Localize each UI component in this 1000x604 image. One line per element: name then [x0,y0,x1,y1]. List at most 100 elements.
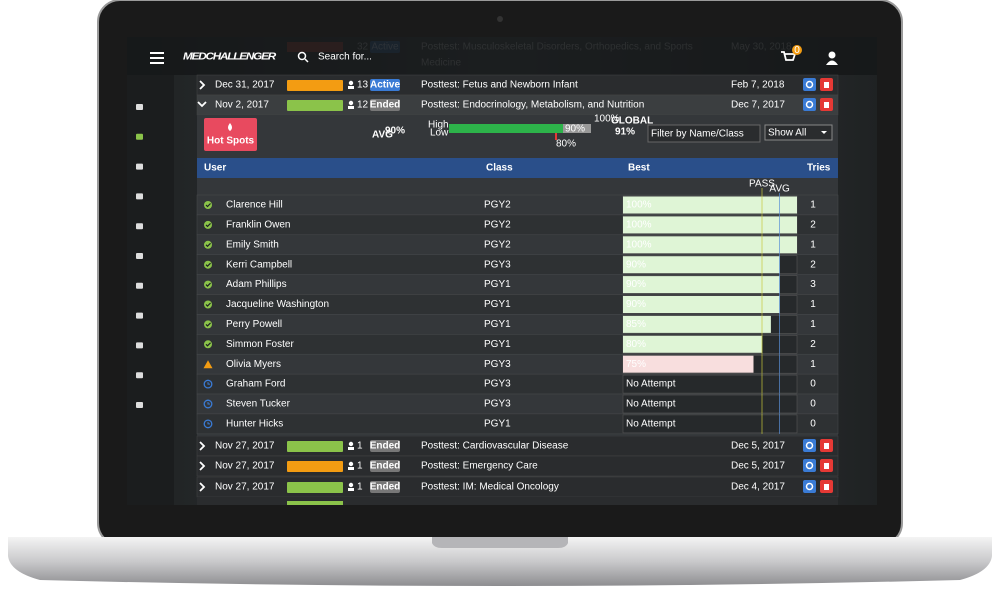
settings-glyph [805,482,814,491]
best-label: 90% [626,299,646,310]
status-icon [204,340,212,349]
sidebar-icon[interactable] [136,402,143,408]
cart-badge [792,45,802,55]
sidebar-icon[interactable] [136,253,143,259]
tries: 0 [810,379,816,390]
sidebar-icon[interactable] [136,223,143,230]
count-icon-body [348,488,354,491]
check-glyph [205,262,211,268]
filter-placeholder: Filter by Name/Class [651,129,744,140]
sidebar-icon[interactable] [136,104,143,110]
settings-button[interactable] [803,439,816,452]
exam-row[interactable] [196,455,839,477]
settings-button[interactable] [803,98,816,111]
tries: 2 [810,259,816,270]
range-bar [449,124,563,133]
exam-bar [287,80,343,91]
sidebar-icon[interactable] [136,342,143,349]
class-name: PGY3 [484,379,511,390]
check-glyph [205,203,211,208]
hamburger-line[interactable] [150,62,164,64]
best-label: 90% [626,279,646,290]
sidebar-icon[interactable] [136,282,143,289]
user-icon-head[interactable] [828,51,836,59]
tries: 1 [810,319,816,330]
exam-title: Posttest: Fetus and Newborn Infant [421,80,578,91]
best-bar [623,335,763,353]
expand-arrow [199,482,206,492]
class-name: PGY3 [484,399,511,410]
check-glyph [205,302,211,307]
tries: 3 [810,279,816,290]
clock-hands [207,382,210,385]
laptop-notch [432,537,568,548]
low-label: Low [430,128,449,139]
settings-button[interactable] [803,459,816,472]
best-bar [623,256,780,274]
best-label: No Attempt [626,379,676,390]
best-box [622,374,798,394]
top-bar [127,37,877,75]
class-name: PGY2 [484,239,511,250]
settings-button[interactable] [803,480,816,493]
cart-icon[interactable] [781,51,797,61]
exam-count: 13 [357,80,369,91]
pass-label: PASS [749,179,775,190]
best-label: 100% [626,239,652,250]
class-name: PGY3 [484,259,511,270]
count-icon-body [348,467,354,470]
user-name: Emily Smith [226,239,279,250]
class-name: PGY1 [484,279,511,290]
tries: 2 [810,220,816,231]
column-header: Tries [807,163,831,174]
global-label: GLOBAL [611,116,653,127]
sidebar-icon[interactable] [136,133,143,140]
screen-content: 32ActivePosttest: Musculoskeletal Disord… [127,37,877,505]
count-icon [348,482,354,488]
sidebar-icon[interactable] [136,372,143,379]
expand-arrow [197,101,207,108]
check-glyph [205,222,211,228]
best-label: No Attempt [626,419,676,430]
search-icon-handle [304,58,309,63]
status-icon [204,260,212,269]
sidebar-icon[interactable] [136,163,143,170]
clock-hands [207,402,210,405]
best-bar [623,315,771,333]
show-select[interactable] [764,124,833,141]
expand-arrow [199,441,206,451]
exam-end-date: Dec 5, 2017 [731,441,785,452]
user-name: Jacqueline Washington [226,299,329,310]
exam-title: Posttest: Emergency Care [421,461,538,472]
filter-input[interactable] [647,124,761,143]
status-icon [204,300,212,309]
hamburger-line[interactable] [150,52,164,54]
class-name: PGY1 [484,419,511,430]
settings-button[interactable] [803,78,816,91]
hot-spots-button[interactable] [204,118,257,151]
column-header: Class [486,163,513,174]
hamburger-line[interactable] [150,57,164,59]
exam-bar [287,100,343,111]
sidebar-icon[interactable] [136,312,143,319]
best-label: 100% [626,220,652,231]
drop-icon [228,123,232,131]
status-badge [370,440,400,452]
delete-glyph [824,102,829,108]
status-badge [370,79,400,91]
sidebar-icon[interactable] [136,193,143,200]
class-name: PGY2 [484,200,511,211]
tries: 2 [810,339,816,350]
check-glyph [205,242,211,248]
status-badge [370,481,400,493]
global-value: 91% [615,127,635,138]
best-label: 75% [626,359,646,370]
search-input[interactable]: Search for... [318,52,372,63]
user-name: Kerri Campbell [226,259,292,270]
exam-date: Dec 31, 2017 [215,80,275,91]
delete-glyph [824,82,829,88]
status-icon [204,220,212,229]
settings-glyph [805,461,814,470]
